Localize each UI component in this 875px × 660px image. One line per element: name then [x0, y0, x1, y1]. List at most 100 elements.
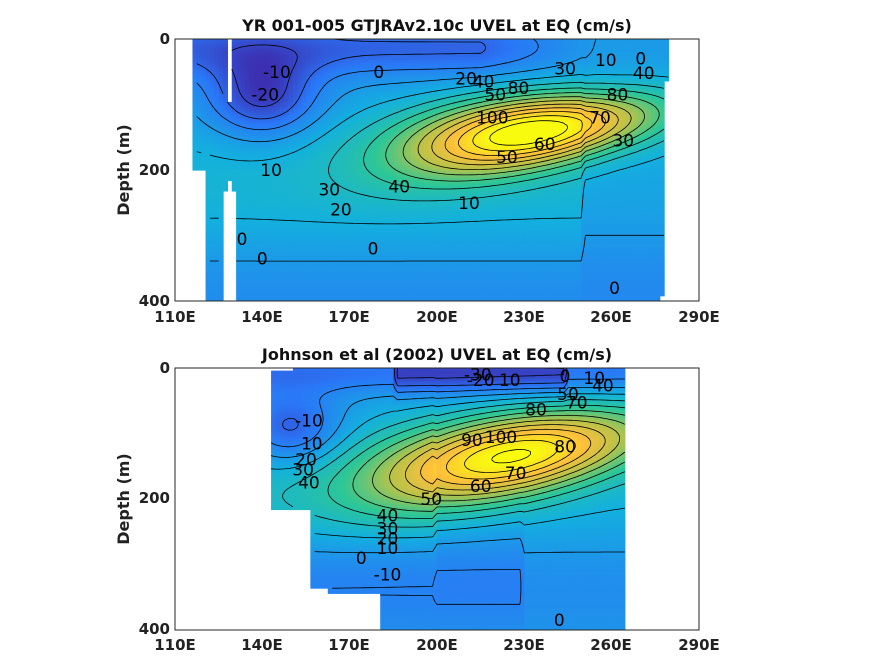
field-cell [655, 46, 661, 51]
field-cell [511, 65, 517, 69]
field-cell [301, 80, 307, 85]
field-cell [262, 62, 268, 66]
field-cell [323, 101, 329, 106]
field-cell [437, 70, 442, 74]
field-cell [537, 67, 543, 72]
field-cell [349, 128, 355, 132]
field-cell [585, 75, 591, 79]
field-cell [292, 104, 298, 108]
field-cell [594, 128, 600, 132]
field-cell [454, 96, 460, 100]
field-cell [236, 46, 242, 51]
field-cell [637, 99, 643, 103]
field-cell [257, 133, 263, 137]
upper-panel-title: YR 001-005 GTJRAv2.10c UVEL at EQ (cm/s) [241, 16, 632, 35]
field-cell [275, 91, 281, 95]
field-cell [550, 80, 556, 85]
field-cell [244, 49, 250, 53]
field-cell [515, 96, 521, 100]
field-cell [214, 54, 220, 58]
field-cell [537, 57, 543, 61]
field-cell [345, 120, 351, 124]
field-cell [646, 125, 652, 129]
field-cell [319, 91, 325, 95]
field-cell [393, 39, 399, 43]
field-cell [506, 133, 512, 137]
field-cell [231, 80, 237, 85]
field-cell [340, 107, 346, 111]
field-cell [288, 65, 294, 69]
field-cell [231, 99, 237, 103]
field-cell [253, 44, 259, 48]
field-cell [249, 91, 255, 95]
field-cell [524, 125, 530, 129]
field-cell [279, 46, 285, 51]
field-cell [244, 120, 250, 124]
field-cell [266, 59, 272, 64]
field-cell [607, 122, 613, 127]
field-cell [633, 39, 639, 43]
field-cell [454, 39, 460, 43]
field-cell [362, 114, 368, 119]
field-cell [297, 109, 303, 113]
field-cell [624, 49, 630, 53]
field-cell [297, 101, 303, 106]
field-cell [345, 62, 351, 66]
field-cell [437, 57, 442, 61]
field-cell [410, 75, 416, 79]
field-cell [646, 57, 652, 61]
field-cell [332, 83, 338, 87]
field-cell [450, 62, 456, 66]
field-cell [231, 41, 237, 45]
field-cell [284, 99, 290, 103]
field-cell [231, 122, 237, 127]
field-cell [528, 65, 534, 69]
field-cell [515, 44, 521, 48]
field-cell [646, 91, 652, 95]
field-cell [602, 78, 608, 82]
field-cell [463, 91, 469, 95]
field-cell [402, 120, 408, 124]
field-cell [506, 112, 512, 116]
field-cell [310, 120, 316, 124]
field-cell [432, 75, 438, 79]
field-cell [306, 104, 311, 108]
field-cell [515, 57, 521, 61]
field-cell [236, 96, 242, 100]
field-cell [349, 75, 355, 79]
field-cell [616, 128, 621, 132]
field-cell [271, 54, 277, 58]
field-cell [637, 133, 643, 137]
field-cell [275, 96, 281, 100]
field-cell [607, 80, 613, 85]
field-cell [650, 91, 656, 95]
field-cell [493, 78, 499, 82]
field-cell [253, 83, 259, 87]
field-cell [196, 44, 202, 48]
field-cell [275, 107, 281, 111]
field-cell [231, 112, 237, 116]
field-cell [310, 46, 316, 51]
field-cell [388, 120, 394, 124]
field-cell [633, 41, 639, 45]
field-cell [546, 107, 552, 111]
field-cell [467, 104, 473, 108]
field-cell [519, 83, 525, 87]
field-cell [423, 112, 429, 116]
field-cell [257, 67, 263, 72]
field-cell [642, 133, 648, 137]
field-cell [375, 44, 381, 48]
field-cell [310, 73, 316, 77]
field-cell [572, 91, 578, 95]
field-cell [209, 96, 215, 100]
field-cell [314, 109, 320, 113]
field-cell [205, 57, 211, 61]
field-cell [559, 80, 565, 85]
field-cell [301, 52, 307, 56]
field-cell [262, 46, 268, 51]
field-cell [380, 99, 386, 103]
field-cell [480, 39, 486, 43]
field-cell [279, 62, 285, 66]
field-cell [349, 96, 355, 100]
field-cell [445, 73, 451, 77]
